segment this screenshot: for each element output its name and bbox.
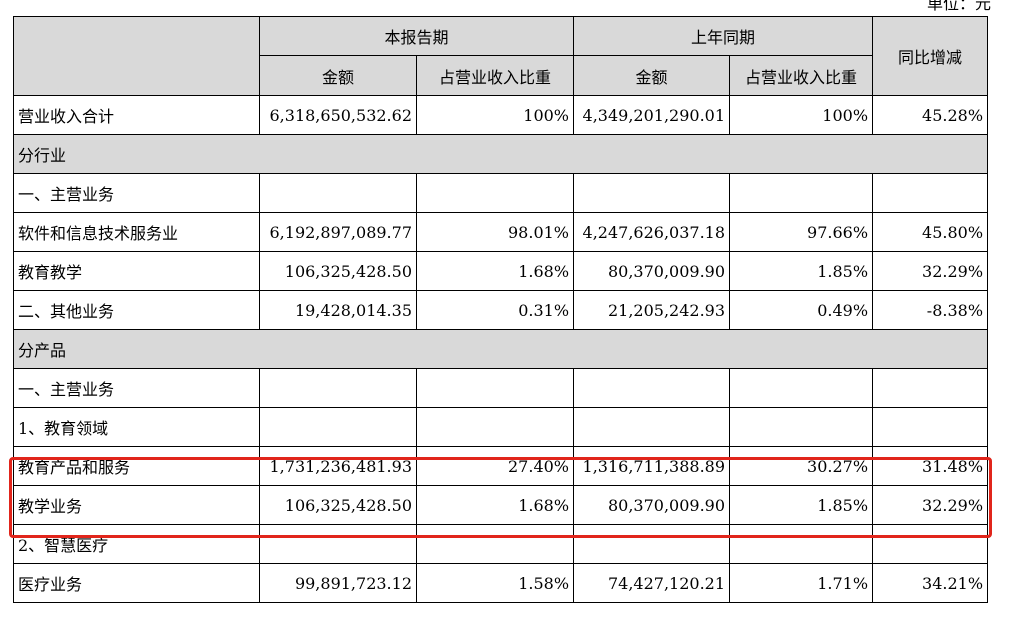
current-amount-cell — [259, 524, 417, 564]
prior-share-cell — [729, 173, 874, 213]
table-header: 本报告期 上年同期 同比增减 金额 占营业收入比重 金额 占营业收入比重 — [13, 16, 989, 96]
yoy-change-cell — [872, 368, 989, 408]
section-row: 分产品 — [12, 329, 989, 369]
prior-share-cell — [729, 524, 874, 564]
row-label: 医疗业务 — [13, 563, 260, 603]
prior-amount-cell: 4,349,201,290.01 — [573, 95, 731, 135]
current-amount-cell: 99,891,723.12 — [259, 563, 417, 603]
row-label: 一、主营业务 — [13, 173, 260, 213]
unit-note: 单位：元 — [926, 0, 991, 13]
current-share-cell: 1.68% — [415, 485, 575, 525]
row-label: 教育教学 — [13, 251, 260, 291]
current-amount-cell: 6,192,897,089.77 — [259, 212, 417, 252]
header-prior-amount: 金额 — [573, 55, 731, 96]
prior-share-cell: 100% — [729, 95, 874, 135]
prior-amount-cell: 80,370,009.90 — [573, 485, 731, 525]
table-row: 一、主营业务 — [13, 173, 989, 213]
prior-amount-cell — [573, 407, 731, 447]
yoy-change-cell: 45.80% — [872, 212, 989, 252]
table-row: 一、主营业务 — [13, 368, 989, 408]
section-row: 分行业 — [12, 134, 989, 174]
header-current-period: 本报告期 — [258, 16, 575, 56]
table-row: 教学业务 106,325,428.50 1.68% 80,370,009.90 1.85… — [13, 485, 989, 525]
current-amount-cell — [259, 368, 417, 408]
header-prior-period: 上年同期 — [573, 16, 874, 56]
row-label: 一、主营业务 — [13, 368, 260, 408]
yoy-change-cell: 34.21% — [872, 563, 989, 603]
prior-amount-cell: 74,427,120.21 — [573, 563, 731, 603]
current-share-cell: 1.68% — [415, 251, 575, 291]
yoy-change-cell: -8.38% — [872, 290, 989, 330]
prior-amount-cell — [573, 368, 731, 408]
prior-share-cell: 97.66% — [729, 212, 874, 252]
prior-amount-cell: 4,247,626,037.18 — [573, 212, 731, 252]
row-label: 软件和信息技术服务业 — [13, 212, 260, 252]
table-row: 教育产品和服务 1,731,236,481.93 27.40% 1,316,711,3… — [13, 446, 989, 486]
yoy-change-cell: 31.48% — [872, 446, 989, 486]
current-amount-cell: 6,318,650,532.62 — [259, 95, 417, 135]
yoy-change-cell — [872, 407, 989, 447]
prior-share-cell — [729, 407, 874, 447]
yoy-change-cell — [872, 173, 989, 213]
prior-share-cell: 1.85% — [729, 485, 874, 525]
table-row: 2、智慧医疗 — [13, 524, 989, 564]
current-amount-cell: 1,731,236,481.93 — [259, 446, 417, 486]
yoy-change-cell: 32.29% — [872, 485, 989, 525]
header-current-amount: 金额 — [259, 55, 417, 96]
yoy-change-cell: 45.28% — [872, 95, 989, 135]
row-label: 教育产品和服务 — [13, 446, 260, 486]
table-row: 软件和信息技术服务业 6,192,897,089.77 98.01% 4,247,62… — [13, 212, 989, 252]
current-share-cell: 27.40% — [415, 446, 575, 486]
prior-share-cell — [729, 368, 874, 408]
table-body: 营业收入合计 6,318,650,532.62 100% 4,349,201,290.… — [12, 95, 989, 603]
prior-amount-cell — [573, 173, 731, 213]
row-label: 营业收入合计 — [13, 95, 260, 135]
current-share-cell — [415, 368, 575, 408]
prior-share-cell: 1.85% — [729, 251, 874, 291]
current-amount-cell: 106,325,428.50 — [259, 251, 417, 291]
header-prior-share: 占营业收入比重 — [729, 55, 874, 96]
prior-share-cell: 0.49% — [729, 290, 874, 330]
yoy-change-cell: 32.29% — [872, 251, 989, 291]
prior-amount-cell: 21,205,242.93 — [573, 290, 731, 330]
table-row: 二、其他业务 19,428,014.35 0.31% 21,205,242.93 0.4… — [13, 290, 989, 330]
row-label: 1、教育领域 — [13, 407, 260, 447]
current-share-cell — [415, 173, 575, 213]
current-amount-cell: 19,428,014.35 — [259, 290, 417, 330]
header-yoy-change: 同比增减 — [872, 16, 989, 96]
table-row: 营业收入合计 6,318,650,532.62 100% 4,349,201,290.… — [13, 95, 989, 135]
prior-amount-cell — [573, 524, 731, 564]
current-share-cell — [415, 407, 575, 447]
table-row: 医疗业务 99,891,723.12 1.58% 74,427,120.21 1.71%… — [13, 563, 989, 603]
table-row: 1、教育领域 — [13, 407, 989, 447]
header-current-share: 占营业收入比重 — [415, 55, 575, 96]
current-share-cell: 98.01% — [415, 212, 575, 252]
current-amount-cell: 106,325,428.50 — [259, 485, 417, 525]
header-blank-cell — [13, 16, 260, 96]
current-share-cell — [415, 524, 575, 564]
revenue-composition-table: 本报告期 上年同期 同比增减 金额 占营业收入比重 金额 占营业收入比重 营业收… — [12, 16, 989, 603]
prior-share-cell: 30.27% — [729, 446, 874, 486]
prior-amount-cell: 1,316,711,388.89 — [573, 446, 731, 486]
current-share-cell: 1.58% — [415, 563, 575, 603]
prior-share-cell: 1.71% — [729, 563, 874, 603]
prior-amount-cell: 80,370,009.90 — [573, 251, 731, 291]
current-share-cell: 0.31% — [415, 290, 575, 330]
section-label: 分产品 — [12, 329, 989, 369]
row-label: 2、智慧医疗 — [13, 524, 260, 564]
table-row: 教育教学 106,325,428.50 1.68% 80,370,009.90 1.85… — [13, 251, 989, 291]
current-amount-cell — [259, 173, 417, 213]
yoy-change-cell — [872, 524, 989, 564]
row-label: 教学业务 — [13, 485, 260, 525]
row-label: 二、其他业务 — [13, 290, 260, 330]
current-amount-cell — [259, 407, 417, 447]
section-label: 分行业 — [12, 134, 989, 174]
current-share-cell: 100% — [415, 95, 575, 135]
